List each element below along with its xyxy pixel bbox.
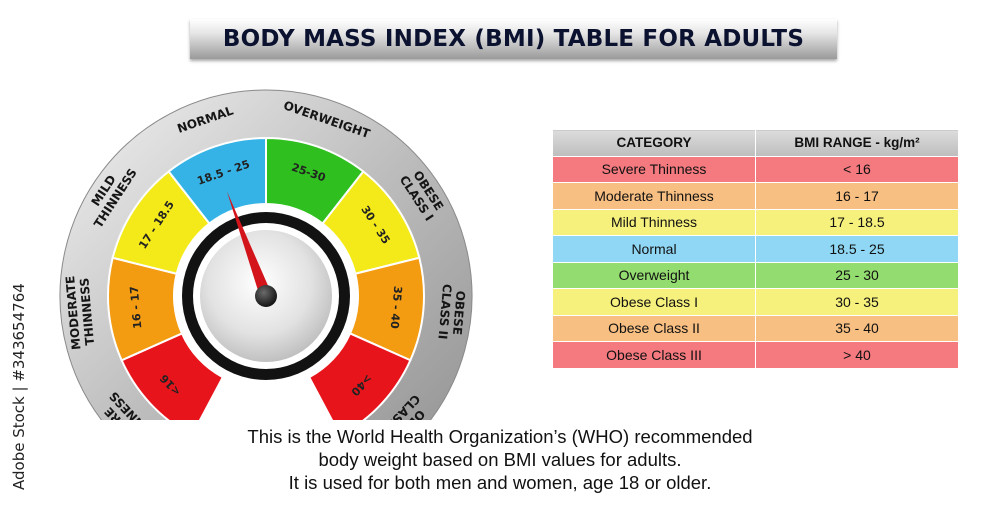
bmi-gauge: <16SEVERETHINNESS16 - 17MODERATETHINNESS… [59,89,473,420]
range-cell: 30 - 35 [755,288,959,316]
needle-hub [255,285,277,307]
range-cell: 25 - 30 [755,261,959,289]
range-cell: 17 - 18.5 [755,208,959,236]
table-header-row: CATEGORY BMI RANGE - kg/m² [552,129,959,157]
category-cell: Obese Class I [552,288,756,316]
range-cell: < 16 [755,155,959,183]
table-row: Overweight 25 - 30 [552,261,959,289]
page-title: BODY MASS INDEX (BMI) TABLE FOR ADULTS [222,26,805,52]
gauge-category-line: MODERATE [63,275,83,350]
table-row: Mild Thinness 17 - 18.5 [552,208,959,236]
table-row: Obese Class I 30 - 35 [552,288,959,316]
table-row: Severe Thinness < 16 [552,155,959,183]
who-note: This is the World Health Organization’s … [180,425,820,494]
note-line: This is the World Health Organization’s … [247,426,753,447]
gauge-range-label: 35 - 40 [388,285,405,329]
gauge-category-line: THINNESS [77,277,97,346]
range-cell: 18.5 - 25 [755,235,959,263]
table-row: Obese Class II 35 - 40 [552,314,959,342]
header-category: CATEGORY [552,129,756,157]
range-cell: > 40 [755,341,959,369]
category-cell: Severe Thinness [552,155,756,183]
gauge-range-label: 16 - 17 [128,285,145,329]
range-cell: 16 - 17 [755,182,959,210]
category-cell: Obese Class II [552,314,756,342]
category-cell: Obese Class III [552,341,756,369]
category-cell: Normal [552,235,756,263]
category-cell: Mild Thinness [552,208,756,236]
stock-credit: Adobe Stock | #343654764 [10,283,28,490]
category-cell: Moderate Thinness [552,182,756,210]
note-line: body weight based on BMI values for adul… [318,449,682,470]
table-row: Normal 18.5 - 25 [552,235,959,263]
gauge-category-line: CLASS II [435,283,454,340]
table-row: Obese Class III > 40 [552,341,959,369]
title-banner: BODY MASS INDEX (BMI) TABLE FOR ADULTS [190,19,837,59]
header-bmi-range: BMI RANGE - kg/m² [755,129,959,157]
table-row: Moderate Thinness 16 - 17 [552,182,959,210]
gauge-needle [226,191,272,299]
note-line: It is used for both men and women, age 1… [288,472,712,493]
range-cell: 35 - 40 [755,314,959,342]
gauge-category-line: OBESE [450,290,468,335]
bmi-table: CATEGORY BMI RANGE - kg/m² Severe Thinne… [552,129,959,369]
category-cell: Overweight [552,261,756,289]
